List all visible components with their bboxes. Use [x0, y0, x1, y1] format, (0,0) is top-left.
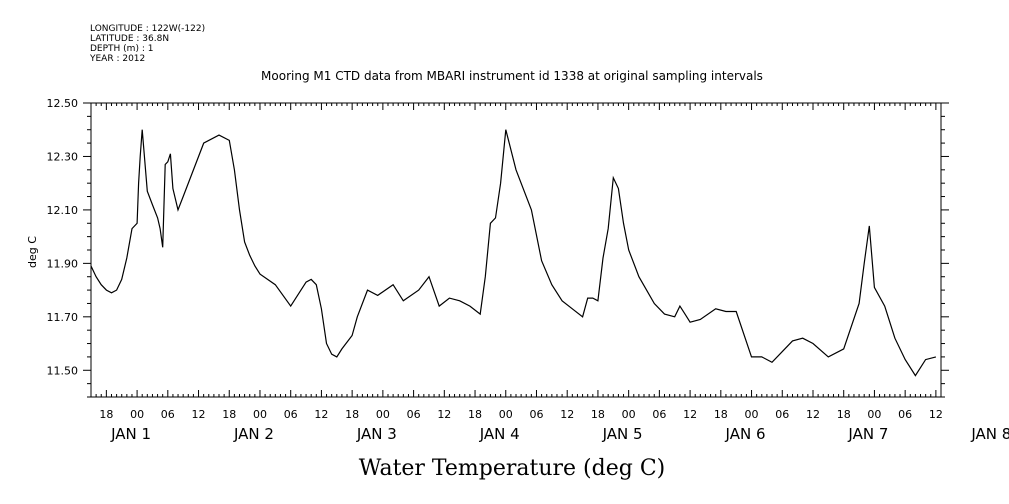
chart-title: Mooring M1 CTD data from MBARI instrumen… [261, 69, 763, 83]
x-tick-label: 06 [407, 408, 421, 421]
day-label: JAN 7 [847, 425, 888, 443]
x-tick-labels: 18 00 06 12 18 00 06 12 18 00 06 12 18 00 06 12 18 00 06 12… [99, 408, 943, 421]
x-tick-label: 12 [929, 408, 943, 421]
x-tick-label: 00 [376, 408, 390, 421]
y-tick-label: 12.30 [47, 150, 79, 163]
y-tick-label: 11.50 [47, 364, 79, 377]
x-tick-label: 12 [192, 408, 206, 421]
day-label: JAN 6 [725, 425, 766, 443]
x-tick-label: 00 [745, 408, 759, 421]
day-label: JAN 8 [970, 425, 1009, 443]
tick-marks [83, 102, 949, 398]
x-tick-label: 06 [284, 408, 298, 421]
header-year: YEAR : 2012 [89, 54, 145, 64]
x-tick-label: 18 [714, 408, 728, 421]
y-tick-label: 12.50 [47, 97, 79, 110]
x-tick-label: 06 [529, 408, 543, 421]
x-tick-label: 18 [99, 408, 113, 421]
plot-frame [90, 102, 942, 398]
header-depth: DEPTH (m) : 1 [90, 44, 153, 54]
header-latitude: LATITUDE : 36.8N [90, 34, 169, 44]
x-tick-label: 06 [652, 408, 666, 421]
y-axis-label: deg C [26, 236, 39, 268]
y-tick-labels: 11.50 11.70 11.90 12.10 12.30 12.50 [47, 97, 79, 377]
x-tick-label: 18 [591, 408, 605, 421]
x-tick-label: 18 [345, 408, 359, 421]
x-tick-label: 12 [683, 408, 697, 421]
series-line-water-temperature [90, 129, 937, 377]
x-tick-label: 00 [867, 408, 881, 421]
y-tick-label: 11.90 [47, 257, 79, 270]
day-label: JAN 4 [479, 425, 520, 443]
x-tick-label: 18 [468, 408, 482, 421]
day-labels: JAN 1 JAN 2 JAN 3 JAN 4 JAN 5 JAN 6 JAN 7 JAN 8 [110, 425, 1009, 443]
x-tick-label: 06 [775, 408, 789, 421]
day-label: JAN 1 [110, 425, 151, 443]
x-tick-label: 00 [130, 408, 144, 421]
x-tick-label: 06 [898, 408, 912, 421]
x-tick-label: 00 [499, 408, 513, 421]
x-tick-label: 12 [560, 408, 574, 421]
x-tick-label: 18 [837, 408, 851, 421]
y-tick-label: 12.10 [47, 204, 79, 217]
x-tick-label: 00 [253, 408, 267, 421]
x-tick-label: 18 [222, 408, 236, 421]
day-label: JAN 2 [233, 425, 274, 443]
header-longitude: LONGITUDE : 122W(-122) [90, 24, 205, 34]
x-tick-label: 00 [622, 408, 636, 421]
y-tick-label: 11.70 [47, 311, 79, 324]
x-tick-label: 12 [806, 408, 820, 421]
day-label: JAN 5 [602, 425, 643, 443]
x-tick-label: 06 [161, 408, 175, 421]
x-axis-label: Water Temperature (deg C) [359, 456, 666, 481]
x-tick-label: 12 [437, 408, 451, 421]
x-tick-label: 12 [314, 408, 328, 421]
day-label: JAN 3 [356, 425, 397, 443]
